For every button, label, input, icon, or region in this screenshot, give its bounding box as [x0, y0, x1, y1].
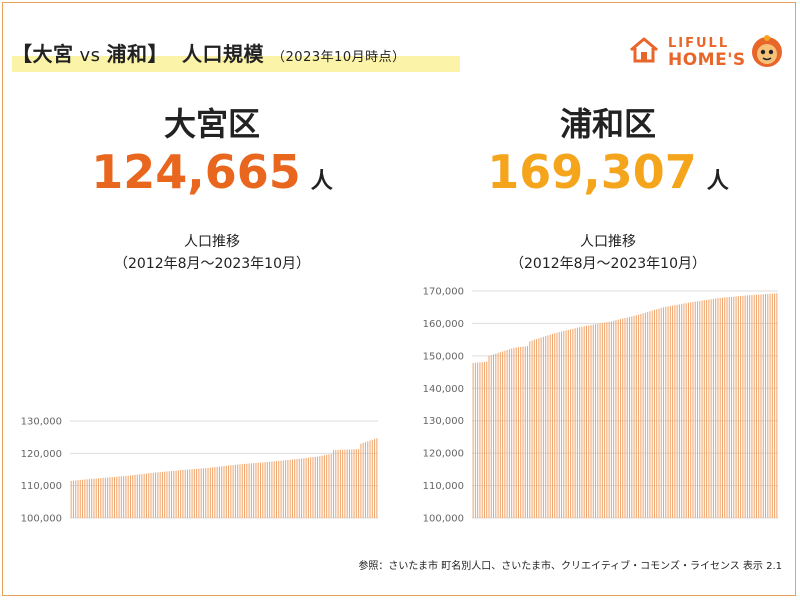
mascot-icon: [752, 35, 782, 67]
logo-text-line2: HOME'S: [668, 50, 746, 70]
urawa-panel: 浦和区 169,307 人 人口推移 （2012年8月～2023年10月）: [418, 104, 798, 275]
title-part2: 浦和】: [106, 42, 169, 66]
logo-text-line1: LIFULL: [668, 36, 730, 51]
population-omiya: 124,665: [91, 145, 301, 199]
chart-period-urawa: （2012年8月～2023年10月）: [510, 256, 706, 272]
title-date: （2023年10月時点）: [272, 50, 406, 65]
ward-name-omiya: 大宮区: [163, 105, 260, 143]
population-unit-urawa: 人: [706, 169, 729, 194]
title-highlight: [12, 56, 460, 72]
title-part1: 【大宮: [12, 42, 74, 66]
chart-title-urawa: 人口推移: [580, 234, 636, 250]
source-note: 参照：さいたま市 町名別人口、さいたま市、クリエイティブ・コモンズ・ライセンス …: [358, 561, 782, 572]
lifull-homes-logo: LIFULL HOME'S: [628, 32, 788, 76]
chart-period-omiya: （2012年8月～2023年10月）: [114, 256, 310, 272]
house-icon: [630, 37, 658, 63]
slide-title: 【大宮 vs 浦和】 人口規模 （2023年10月時点）: [12, 38, 460, 72]
ward-name-urawa: 浦和区: [559, 105, 656, 143]
title-vs: vs: [79, 45, 101, 66]
population-unit-omiya: 人: [310, 169, 333, 194]
chart-title-omiya: 人口推移: [184, 234, 240, 250]
omiya-panel: 大宮区 124,665 人 人口推移 （2012年8月～2023年10月）: [22, 104, 402, 275]
population-urawa: 169,307: [487, 145, 697, 199]
title-main: 人口規模: [182, 42, 265, 66]
